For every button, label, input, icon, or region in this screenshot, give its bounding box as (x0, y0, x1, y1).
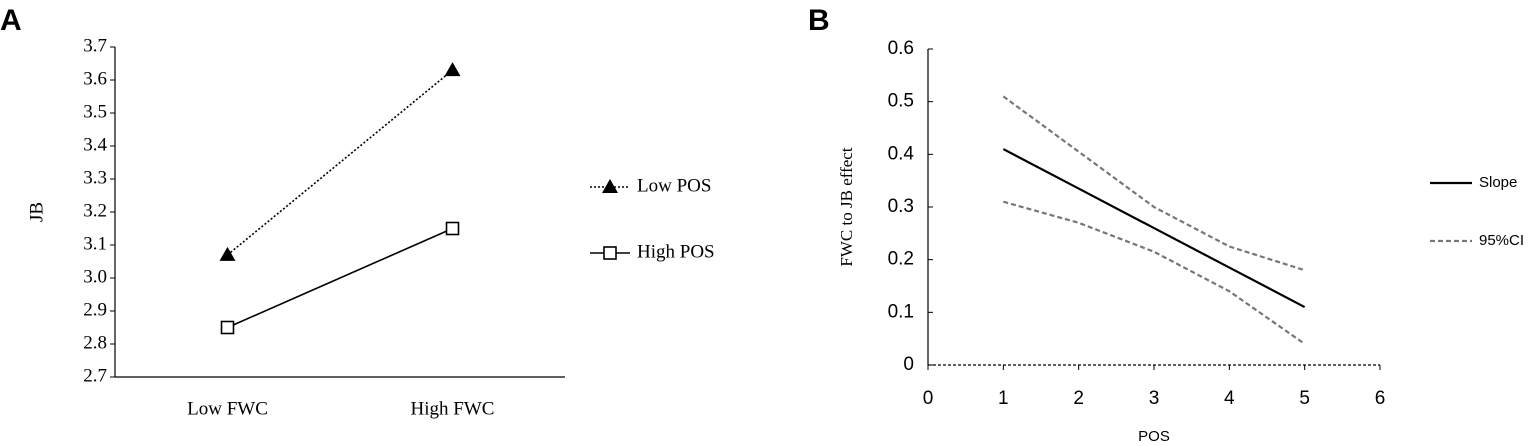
y-tick-label: 3.4 (83, 134, 107, 155)
y-tick-label: 2.9 (83, 299, 107, 320)
square-marker (603, 246, 617, 260)
legend-label: Low POS (637, 175, 711, 196)
y-tick-label: 0.2 (888, 249, 914, 270)
series-line (1002, 95, 1306, 272)
y-tick-label: 3.7 (83, 35, 107, 56)
x-tick-label: High FWC (411, 398, 495, 419)
triangle-marker (602, 179, 618, 193)
series-line (1002, 148, 1306, 309)
y-axis-label: JB (26, 202, 47, 222)
y-tick-label: 3.2 (83, 200, 107, 221)
y-tick-label: 0.3 (888, 196, 914, 217)
panel-label: A (0, 4, 22, 37)
x-tick-label: 1 (998, 388, 1009, 409)
triangle-marker (444, 62, 461, 77)
y-tick-label: 3.5 (83, 101, 107, 122)
panel-label: B (808, 4, 830, 37)
square-marker (445, 221, 460, 236)
x-tick-label: 5 (1299, 388, 1310, 409)
y-tick-label: 3.3 (83, 167, 107, 188)
x-tick-label: 3 (1149, 388, 1160, 409)
series-line (226, 69, 454, 256)
y-tick-label: 0.5 (888, 91, 914, 112)
y-tick-label: 0 (903, 354, 914, 375)
series-line (1003, 200, 1306, 345)
x-tick-label: 2 (1073, 388, 1084, 409)
chart-a: A 2.7 2.8 2.9 3.0 3.1 3.2 3.3 3.4 3.5 3.6 3.7 Low FW… (0, 4, 715, 419)
legend-label: Slope (1479, 174, 1517, 191)
x-tick-label: 0 (923, 388, 934, 409)
legend-label: High POS (637, 241, 715, 262)
y-tick-label: 2.7 (83, 365, 107, 386)
y-axis-label: FWC to JB effect (837, 147, 856, 266)
y-tick-label: 0.1 (888, 301, 914, 322)
y-tick-label: 3.1 (83, 233, 107, 254)
chart-b: 0 1 2 3 4 5 6 B 0 0.1 0.2 0.3 0.4 0.5 0.6 POS FWC to JB … (808, 4, 1524, 445)
y-tick-label: 2.8 (83, 332, 107, 353)
series-line (227, 227, 453, 329)
y-tick-label: 3.6 (83, 68, 107, 89)
x-axis-label: POS (1138, 428, 1170, 445)
x-tick-label: 4 (1224, 388, 1235, 409)
y-tick-label: 0.4 (888, 143, 915, 164)
square-marker (220, 320, 235, 335)
y-tick-label: 3.0 (83, 266, 107, 287)
triangle-marker (219, 246, 236, 261)
y-tick-label: 0.6 (888, 38, 914, 59)
x-tick-label: Low FWC (187, 398, 268, 419)
x-tick-label: 6 (1375, 388, 1386, 409)
legend-label: 95%CI (1479, 232, 1524, 249)
